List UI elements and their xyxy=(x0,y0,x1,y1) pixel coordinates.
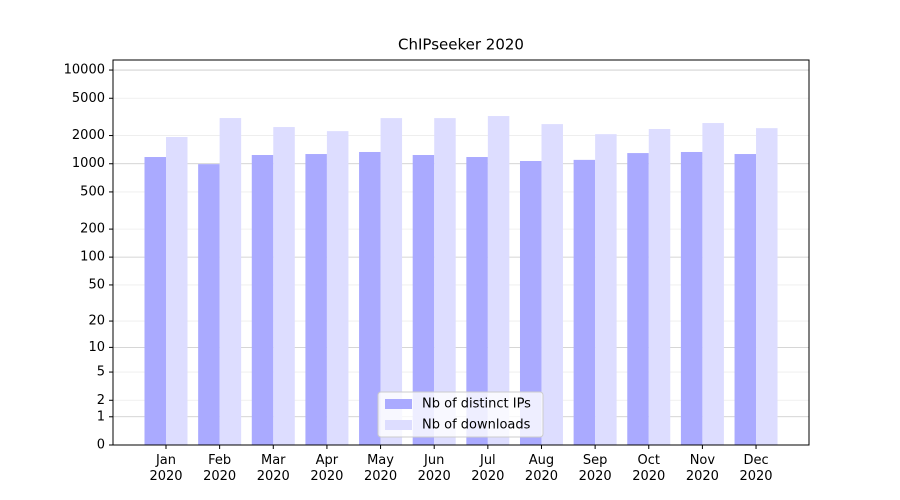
legend-swatch xyxy=(385,399,412,409)
bar xyxy=(648,128,671,445)
x-tick-label: Dec 2020 xyxy=(739,453,773,484)
y-tick-label: 10000 xyxy=(64,63,105,78)
bar xyxy=(380,118,403,445)
bar xyxy=(198,164,220,445)
y-tick-label: 20 xyxy=(88,314,105,329)
x-tick-label: Oct 2020 xyxy=(632,453,666,484)
bar xyxy=(359,151,381,445)
bar xyxy=(487,116,510,445)
y-tick-label: 2 xyxy=(97,393,105,408)
x-tick-label: Sep 2020 xyxy=(578,453,612,484)
chart-title: ChIPseeker 2020 xyxy=(398,36,524,54)
y-tick-label: 100 xyxy=(80,250,105,265)
bar xyxy=(412,154,435,445)
legend-label: Nb of downloads xyxy=(422,418,531,433)
bar xyxy=(251,154,274,445)
axes-frame xyxy=(112,59,810,446)
y-tick-label: 10 xyxy=(88,340,105,355)
legend-label: Nb of distinct IPs xyxy=(422,397,531,412)
bar xyxy=(573,159,596,446)
bar xyxy=(519,160,542,445)
bar xyxy=(166,137,188,445)
y-tick-label: 1 xyxy=(97,409,105,424)
y-tick-label: 2000 xyxy=(72,128,105,143)
y-tick-label: 50 xyxy=(88,277,105,292)
y-tick-label: 0 xyxy=(97,438,105,453)
bar xyxy=(273,127,295,445)
x-tick-label: Mar 2020 xyxy=(256,453,290,484)
x-tick-label: Feb 2020 xyxy=(203,453,237,484)
x-tick-label: Jan 2020 xyxy=(149,453,183,484)
legend-box xyxy=(377,391,544,438)
bar xyxy=(219,118,242,445)
bar xyxy=(326,131,349,445)
bar xyxy=(434,118,456,445)
x-tick-label: May 2020 xyxy=(364,453,398,484)
y-tick-label: 1000 xyxy=(72,156,105,171)
bar xyxy=(466,157,488,446)
legend: Nb of distinct IPs Nb of downloads xyxy=(377,391,544,438)
y-tick-label: 200 xyxy=(80,222,105,237)
y-tick-label: 5000 xyxy=(72,91,105,106)
y-tick-label: 5 xyxy=(97,365,105,380)
bar xyxy=(305,154,327,445)
bar xyxy=(595,134,617,446)
bar xyxy=(734,154,757,445)
bar xyxy=(541,124,563,446)
x-tick-label: Aug 2020 xyxy=(524,453,559,484)
bar xyxy=(627,153,649,446)
bar xyxy=(702,123,724,445)
bar xyxy=(144,157,166,446)
legend-swatch xyxy=(385,420,412,430)
x-tick-label: Jun 2020 xyxy=(417,453,451,484)
bar xyxy=(756,128,778,446)
x-tick-label: Apr 2020 xyxy=(310,453,344,484)
x-tick-label: Nov 2020 xyxy=(685,453,719,484)
y-tick-label: 500 xyxy=(80,184,105,199)
x-tick-label: Jul 2020 xyxy=(471,453,505,484)
bar xyxy=(680,151,703,445)
